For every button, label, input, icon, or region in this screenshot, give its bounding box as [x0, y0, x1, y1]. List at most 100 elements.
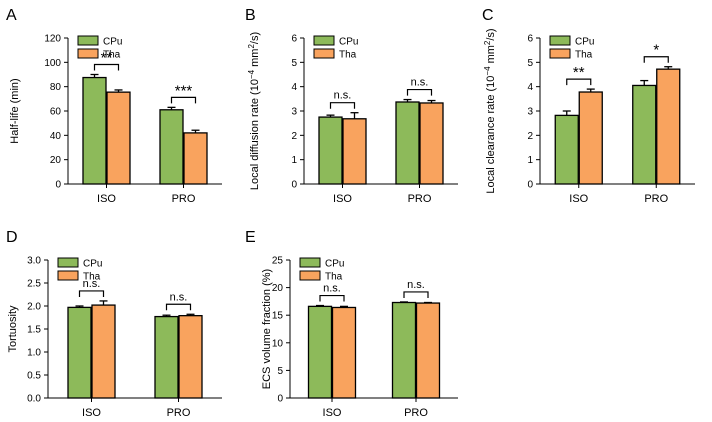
x-tick-label: PRO [408, 193, 432, 205]
bar-tha-iso [91, 304, 116, 399]
y-axis-label-part: −4 [483, 66, 492, 76]
x-tick-label: PRO [172, 193, 196, 205]
y-tick-label: 2.0 [27, 302, 41, 313]
bar-tha-pro [656, 68, 681, 185]
panel-a: A Half-life (min) 0 20 40 60 80 100 120 ISO ** PRO *… [6, 7, 222, 205]
y-tick-label: 80 [50, 82, 62, 93]
y-tick-label: 3 [291, 107, 297, 118]
y-axis-label-part: 2 [247, 44, 256, 49]
panel-letter: A [6, 7, 17, 24]
legend-label: CPu [83, 259, 102, 270]
legend-swatch [57, 270, 79, 281]
significance-bracket [406, 88, 433, 96]
bar-tha-iso [578, 91, 603, 185]
x-tick-label: PRO [644, 193, 668, 205]
significance-label: * [653, 42, 659, 59]
legend-swatch [57, 257, 79, 268]
panel-letter: C [482, 7, 494, 24]
bar-tha-iso [106, 91, 131, 185]
y-tick-label: 1 [527, 155, 533, 166]
y-tick-label: 3 [527, 107, 533, 118]
y-tick-label: 4 [291, 82, 297, 93]
y-tick-label: 2 [527, 131, 533, 142]
significance-bracket [643, 56, 669, 63]
bar-cpu-iso [307, 305, 333, 399]
y-tick-label: 5 [277, 366, 283, 377]
y-tick-label: 0 [277, 394, 283, 405]
legend-swatch [549, 35, 571, 46]
bar-cpu-pro [395, 101, 420, 185]
y-tick-label: 1.5 [27, 325, 41, 336]
y-tick-label: 60 [50, 107, 62, 118]
significance-label: ** [101, 50, 113, 67]
significance-bracket [165, 303, 192, 311]
significance-label: n.s. [83, 278, 101, 290]
x-tick-label: ISO [82, 407, 101, 419]
legend-label: Tha [103, 50, 121, 61]
y-axis-label-part: mm [249, 49, 261, 70]
y-tick-label: 3.0 [27, 256, 41, 267]
y-tick-label: 6 [291, 34, 297, 45]
legend-label: CPu [103, 37, 122, 48]
y-tick-label: 0.5 [27, 371, 41, 382]
y-axis-label: ECS volume fraction (%) [261, 269, 273, 389]
y-tick-label: 20 [50, 155, 62, 166]
legend-label: Tha [575, 50, 593, 61]
y-tick-label: 0 [291, 180, 297, 191]
bar-tha-pro [415, 302, 441, 399]
bar-tha-iso [331, 306, 357, 399]
y-axis-label-part: /s) [485, 28, 497, 40]
bar-cpu-iso [554, 114, 579, 185]
y-tick-label: 1 [291, 155, 297, 166]
y-axis-label: Half-life (min) [9, 78, 21, 143]
significance-bracket [566, 78, 592, 86]
legend-label: Tha [325, 272, 343, 283]
panel-letter: B [245, 7, 256, 24]
bar-tha-pro [183, 132, 208, 185]
bar-cpu-pro [632, 84, 657, 185]
significance-bracket [319, 294, 345, 302]
panel-e: E ECS volume fraction (%) 0 5 10 15 20 25 ISO n.s… [245, 229, 458, 419]
x-tick-label: ISO [569, 193, 588, 205]
legend-swatch [313, 48, 335, 59]
significance-bracket [170, 96, 197, 104]
legend-label: Tha [339, 50, 357, 61]
y-axis-label-part: −4 [247, 69, 256, 79]
legend-swatch [77, 48, 99, 59]
x-tick-label: ISO [323, 407, 342, 419]
legend-label: CPu [575, 37, 594, 48]
bar-tha-iso [342, 118, 367, 185]
bar-tha-pro [178, 315, 203, 399]
y-tick-label: 2.5 [27, 279, 41, 290]
significance-bracket [78, 290, 105, 297]
y-tick-label: 5 [527, 58, 533, 69]
significance-bracket [93, 63, 120, 71]
legend-swatch [299, 257, 321, 268]
y-axis-label-part: mm [485, 45, 497, 66]
y-axis-label: Tortuosity [7, 305, 19, 353]
legend-swatch [313, 35, 335, 46]
y-tick-label: 0 [55, 180, 61, 191]
y-tick-label: 20 [272, 283, 284, 294]
legend-swatch [77, 35, 99, 46]
significance-label: n.s. [170, 291, 188, 303]
y-axis-label-part: Local clearance rate (10 [485, 76, 497, 194]
y-tick-label: 5 [291, 58, 297, 69]
y-tick-label: 100 [44, 58, 61, 69]
significance-bracket [403, 291, 429, 298]
y-tick-label: 1.0 [27, 348, 41, 359]
y-tick-label: 40 [50, 131, 62, 142]
panel-letter: D [6, 229, 18, 246]
bar-cpu-pro [154, 315, 179, 399]
x-tick-label: ISO [97, 193, 116, 205]
y-tick-label: 2 [291, 131, 297, 142]
y-axis-label-part: 2 [483, 40, 492, 45]
y-tick-label: 120 [44, 34, 61, 45]
y-axis-label-part: /s) [249, 32, 261, 44]
significance-bracket [329, 102, 356, 109]
y-tick-label: 0.0 [27, 394, 41, 405]
legend-swatch [299, 270, 321, 281]
y-tick-label: 15 [272, 311, 284, 322]
